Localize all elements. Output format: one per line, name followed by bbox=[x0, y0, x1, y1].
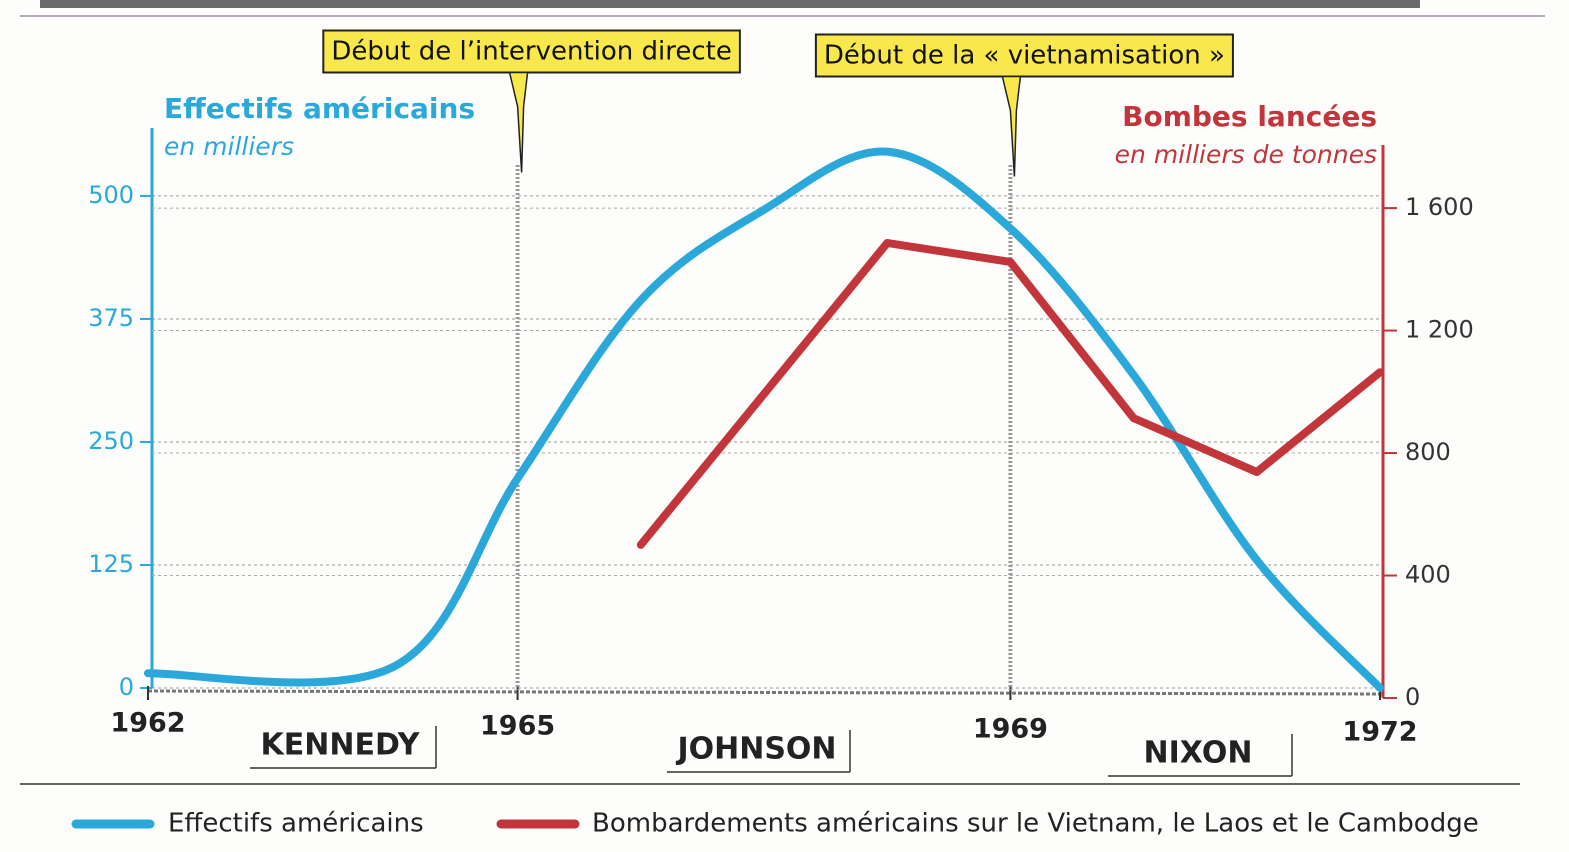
photo-strip bbox=[40, 0, 1420, 8]
annotation-text: Début de l’intervention directe bbox=[331, 37, 732, 67]
chart: Effectifs américains en milliers Bombes … bbox=[0, 0, 1569, 852]
y2-tick-label: 1 200 bbox=[1405, 316, 1474, 344]
y2-tick-label: 1 600 bbox=[1405, 193, 1474, 221]
period-label: KENNEDY bbox=[261, 728, 421, 763]
y2-title: Bombes lancées bbox=[1122, 100, 1377, 133]
y-tick-label: 125 bbox=[88, 550, 134, 578]
x-tick-label: 1962 bbox=[110, 708, 185, 739]
y-subtitle: en milliers bbox=[164, 132, 294, 161]
y-title: Effectifs américains bbox=[164, 92, 475, 125]
y-tick-label: 0 bbox=[119, 673, 134, 701]
y-tick-label: 250 bbox=[88, 427, 134, 455]
period-label: JOHNSON bbox=[675, 732, 836, 767]
x-tick-label: 1972 bbox=[1342, 717, 1417, 748]
annotation-text: Début de la « vietnamisation » bbox=[824, 41, 1225, 71]
y2-subtitle: en milliers de tonnes bbox=[1115, 140, 1377, 169]
legend-label: Effectifs américains bbox=[168, 809, 424, 839]
y-tick-label: 375 bbox=[88, 304, 134, 332]
x-tick-label: 1965 bbox=[480, 711, 555, 742]
y2-tick-label: 800 bbox=[1405, 438, 1451, 466]
x-tick-label: 1969 bbox=[973, 714, 1048, 745]
legend-label: Bombardements américains sur le Vietnam,… bbox=[592, 809, 1479, 839]
y2-tick-label: 400 bbox=[1405, 561, 1451, 589]
period-label: NIXON bbox=[1144, 736, 1253, 771]
y-tick-label: 500 bbox=[88, 181, 134, 209]
y2-tick-label: 0 bbox=[1405, 683, 1420, 711]
